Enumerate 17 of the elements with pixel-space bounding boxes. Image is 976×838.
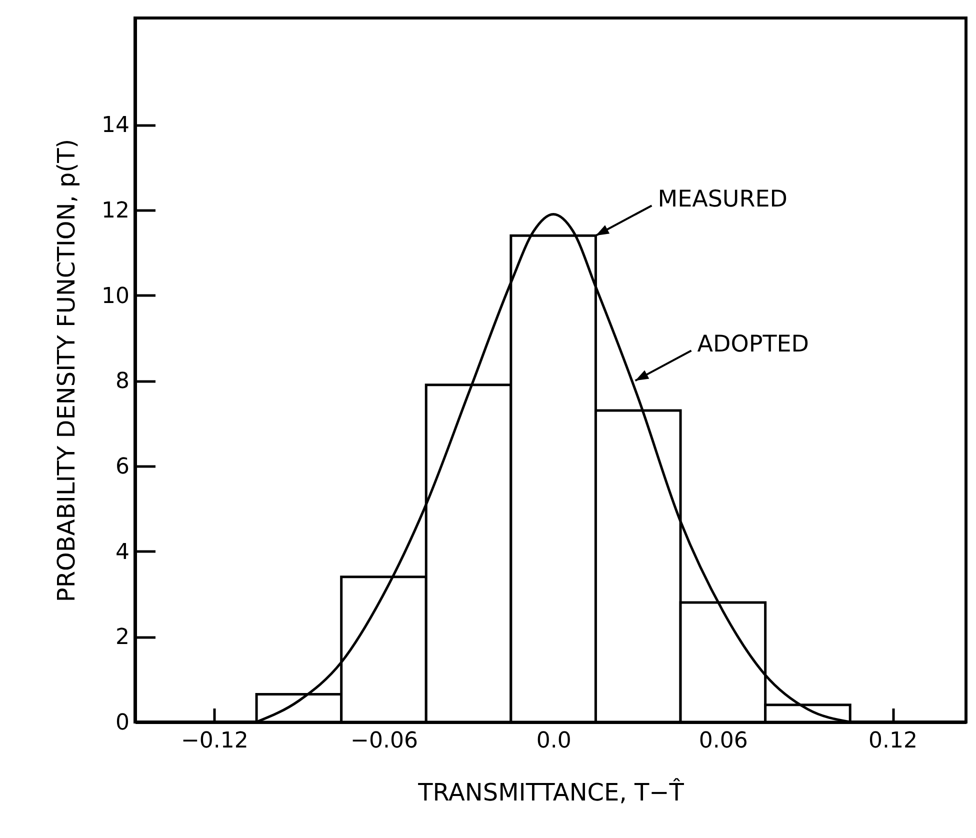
- y-tick-label: 2: [116, 625, 130, 650]
- y-tick-label: 0: [116, 710, 130, 736]
- annotation: ADOPTED: [697, 332, 810, 358]
- x-tick-label: 0.12: [868, 728, 918, 754]
- y-tick-label: 12: [102, 198, 130, 224]
- x-axis-title: TRANSMITTANCE, T−T̂: [417, 778, 684, 806]
- y-tick-label: 14: [102, 113, 130, 138]
- y-axis-title: PROBABILITY DENSITY FUNCTION, p(T): [52, 138, 81, 602]
- y-tick-label: 4: [116, 540, 130, 565]
- y-tick-label: 8: [116, 369, 130, 394]
- annotation: MEASURED: [658, 186, 788, 213]
- x-tick-label: −0.06: [350, 728, 418, 754]
- x-tick-label: 0.06: [698, 728, 748, 754]
- x-tick-label: 0.0: [536, 728, 572, 754]
- x-tick-label: −0.12: [180, 728, 248, 754]
- y-tick-label: 10: [102, 284, 130, 309]
- y-tick-label: 6: [116, 454, 130, 480]
